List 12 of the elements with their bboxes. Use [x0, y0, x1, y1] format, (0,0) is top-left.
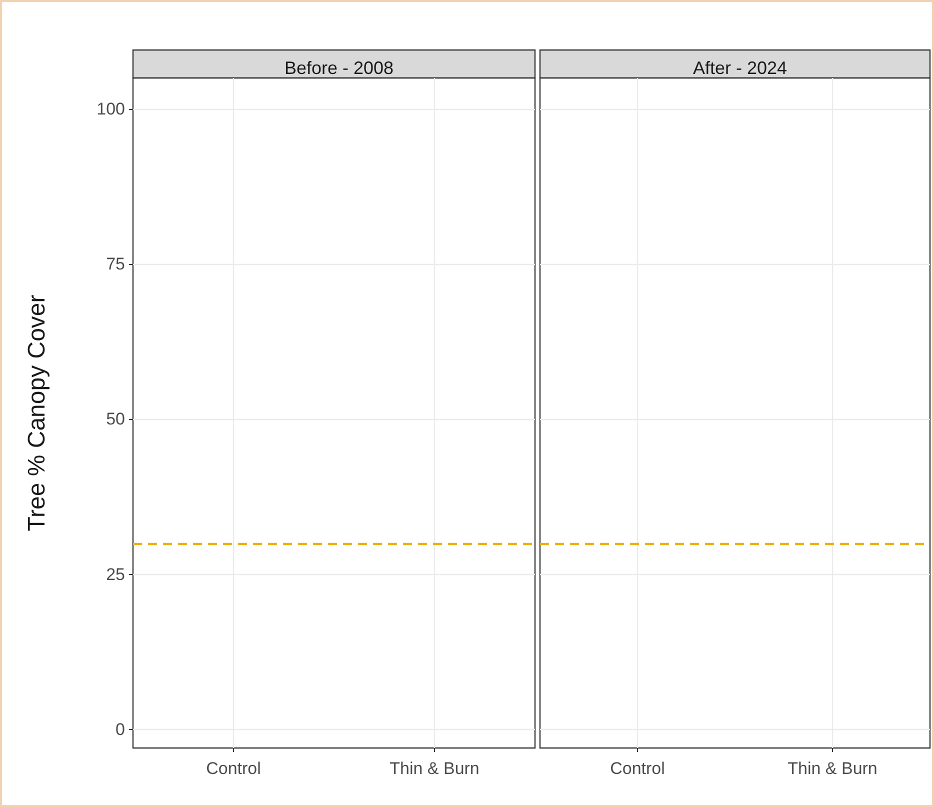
y-tick-label: 0: [116, 720, 125, 739]
x-tick-label: Control: [206, 759, 261, 778]
x-tick-label: Control: [610, 759, 665, 778]
y-axis-title: Tree % Canopy Cover: [24, 294, 50, 532]
y-tick-label: 75: [106, 254, 125, 274]
y-tick-label: 100: [96, 100, 125, 119]
chart-title: After - 2024: [692, 58, 788, 78]
x-tick-label: Thin & Burn: [390, 759, 480, 778]
chart-title: Before - 2008: [284, 58, 394, 78]
y-tick-label: 50: [106, 410, 125, 429]
y-tick-label: 25: [106, 564, 125, 584]
x-tick-label: Thin & Burn: [788, 759, 878, 778]
